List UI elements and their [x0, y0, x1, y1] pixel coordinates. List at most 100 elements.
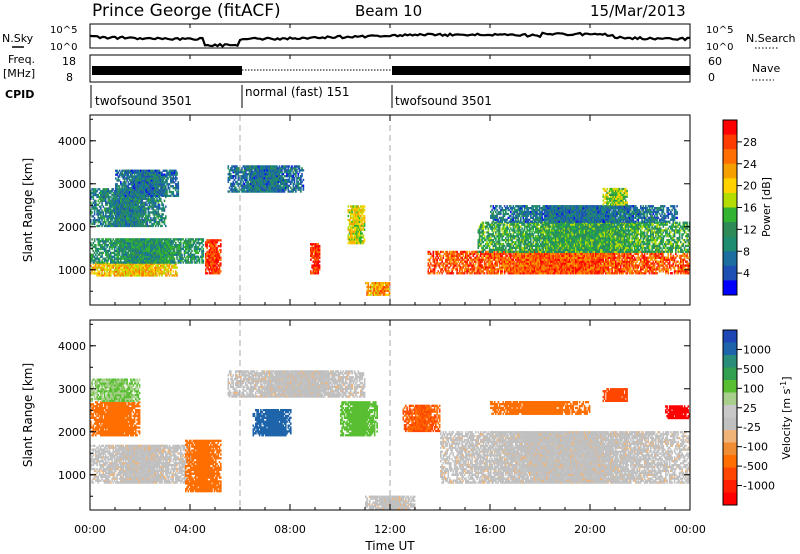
power-marks-cell-4856: [500, 262, 502, 265]
power-marks-cell-1676: [113, 213, 116, 216]
power-marks-cell-3177: [218, 248, 221, 252]
power-marks-cell-239: [140, 272, 142, 275]
power-marks-cell-4368: [430, 270, 432, 273]
power-marks-cell-106: [115, 262, 117, 265]
power-marks-cell-1818: [122, 205, 125, 208]
power-marks-cell-208: [133, 264, 136, 267]
power-marks-cell-1449: [93, 191, 96, 195]
power-marks-cell-3110: [213, 260, 216, 263]
power-marks-cell-858: [142, 261, 145, 264]
power-marks-cell-962: [152, 261, 155, 264]
power-marks-cell-1089: [163, 240, 166, 243]
power-marks-cell-772: [133, 251, 136, 254]
power-marks-cell-454: [97, 261, 100, 264]
power-marks-cell-2278: [153, 201, 156, 204]
power-marks-cell-15: [95, 266, 97, 269]
power-marks-cell-1874: [126, 213, 128, 216]
power-marks-cell-269: [145, 268, 147, 271]
power-marks-cell-3146: [216, 258, 218, 261]
power-marks-cell-2290: [155, 205, 157, 208]
power-marks-cell-2260: [152, 203, 155, 206]
power-marks-cell-201: [132, 264, 135, 267]
power-marks-cell-1629: [110, 209, 112, 212]
power-marks-cell-3321: [243, 175, 246, 178]
power-marks-cell-1338: [193, 247, 196, 251]
power-marks-cell-1900: [127, 201, 130, 204]
power-marks-cell-1520: [101, 203, 103, 206]
power-marks-cell-2905: [166, 188, 168, 192]
power-marks-cell-4117: [355, 207, 357, 210]
power-marks-cell-266: [145, 274, 147, 277]
power-marks-cell-112: [116, 264, 118, 267]
power-marks-cell-23: [97, 274, 100, 277]
power-marks-cell-2670: [143, 183, 146, 186]
power-marks-cell-4913: [507, 272, 510, 275]
power-marks-cell-2415: [117, 185, 120, 188]
power-marks-cell-1593: [107, 211, 110, 214]
power-marks-cell-1995: [133, 211, 136, 214]
power-marks-cell-1430: [92, 197, 95, 200]
power-marks-cell-3665: [275, 169, 277, 172]
power-marks-cell-3826: [292, 171, 295, 174]
power-marks-cell-444: [95, 247, 97, 251]
power-marks-cell-1027: [158, 261, 161, 264]
power-marks-cell-3104: [213, 272, 216, 275]
power-marks-cell-1712: [116, 219, 118, 222]
power-marks-cell-3781: [287, 180, 290, 184]
power-marks-cell-4561: [461, 270, 463, 273]
power-marks-cell-3810: [291, 180, 293, 184]
power-marks-cell-3701: [278, 176, 281, 180]
power-marks-cell-3242: [233, 167, 236, 170]
power-marks-cell-4454: [446, 272, 448, 275]
power-marks-cell-4570: [462, 272, 465, 275]
power-marks-cell-583: [113, 244, 116, 247]
power-marks-cell-4902: [505, 252, 507, 256]
power-marks-cell-414: [90, 253, 92, 256]
power-marks-cell-2118: [141, 201, 143, 204]
power-marks-cell-2090: [140, 219, 142, 222]
power-marks-cell-4509: [452, 252, 455, 256]
power-marks-cell-3670: [276, 186, 278, 189]
power-marks-cell-3409: [252, 178, 255, 182]
power-marks-cell-1236: [180, 244, 182, 247]
power-marks-cell-4790: [491, 254, 493, 257]
power-marks-cell-659: [122, 247, 125, 251]
power-marks-cell-2262: [152, 199, 155, 202]
power-marks-cell-681: [125, 255, 127, 258]
power-marks-cell-1466: [96, 211, 98, 214]
power-marks-cell-1760: [118, 201, 121, 204]
power-marks-cell-2726: [148, 183, 151, 186]
power-marks-cell-310: [152, 268, 155, 271]
power-marks-cell-1128: [167, 238, 170, 241]
power-marks-cell-634: [120, 249, 122, 253]
power-marks-cell-893: [145, 244, 147, 247]
power-marks-cell-747: [131, 249, 133, 253]
power-marks-cell-4552: [458, 252, 461, 256]
power-marks-cell-3595: [268, 169, 271, 172]
power-marks-cell-4444: [443, 252, 446, 256]
power-marks-cell-3168: [218, 270, 221, 273]
power-marks-cell-3528: [263, 190, 266, 193]
power-marks-cell-227: [137, 268, 140, 271]
power-marks-cell-824: [138, 251, 141, 254]
power-marks-cell-1103: [165, 238, 167, 241]
power-marks-cell-3997: [318, 254, 321, 257]
power-marks-cell-4254: [370, 287, 372, 291]
power-marks-cell-698: [126, 245, 128, 249]
power-marks-cell-3691: [277, 173, 280, 176]
power-marks-cell-3972: [316, 248, 318, 252]
power-marks-cell-2862: [161, 181, 163, 184]
power-marks-cell-28: [97, 262, 100, 265]
power-marks-cell-4217: [362, 218, 365, 222]
power-marks-cell-1990: [133, 221, 136, 224]
power-marks-cell-3682: [277, 190, 280, 193]
power-marks-cell-2609: [138, 192, 141, 196]
power-marks-cell-4214: [362, 226, 365, 229]
power-marks-cell-343: [160, 272, 162, 275]
power-marks-cell-243: [140, 264, 142, 267]
power-marks-cell-111: [116, 266, 118, 269]
power-marks-cell-1071: [162, 251, 165, 254]
power-marks-cell-1095: [165, 253, 167, 256]
power-marks-cell-3676: [276, 175, 278, 178]
power-marks-cell-2714: [147, 179, 150, 182]
